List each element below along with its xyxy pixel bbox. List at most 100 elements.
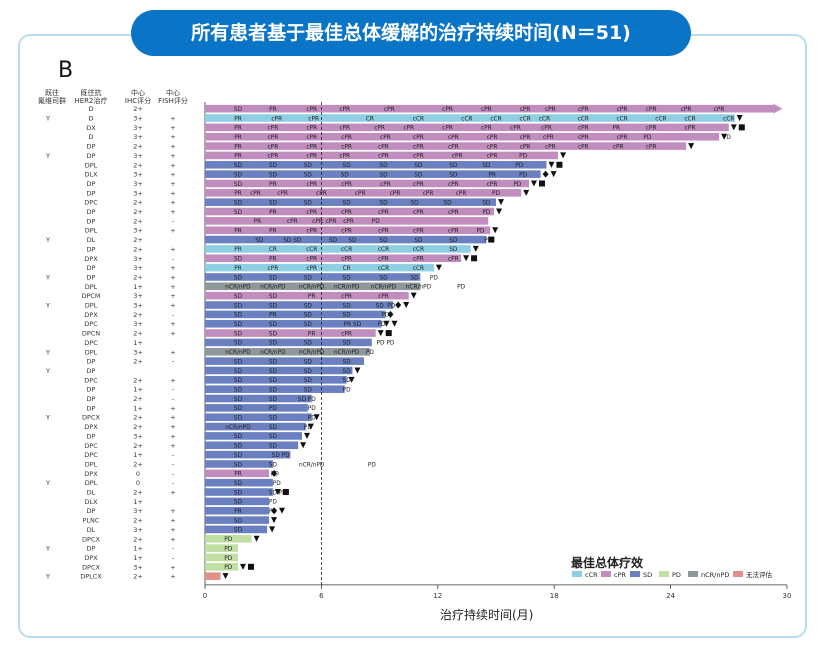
response-label: PD bbox=[476, 229, 484, 235]
bar-SD bbox=[205, 385, 345, 393]
row-fish-score: + bbox=[170, 302, 175, 310]
bar-cCR bbox=[205, 263, 434, 272]
row-ihc-score: 3+ bbox=[133, 189, 143, 197]
response-label: SD bbox=[414, 172, 423, 178]
legend-label-SD: SD bbox=[643, 571, 652, 579]
marker-triangle bbox=[307, 423, 314, 430]
response-label: SD bbox=[343, 341, 352, 347]
response-label: nCR/nPD bbox=[225, 425, 251, 431]
response-label: SD bbox=[269, 434, 278, 440]
response-label: SD bbox=[449, 247, 458, 253]
bar-PD bbox=[205, 563, 238, 571]
response-label: PR bbox=[308, 331, 316, 337]
response-label: PD bbox=[368, 462, 376, 468]
row-ihc-score: 2+ bbox=[133, 311, 143, 319]
response-label: PD bbox=[308, 406, 316, 412]
response-label: nCR/nPD bbox=[260, 285, 286, 291]
row-fish-score: + bbox=[170, 227, 175, 235]
response-label: PD bbox=[269, 406, 277, 412]
response-label: cPR bbox=[326, 219, 337, 225]
legend-label-PD: PD bbox=[672, 571, 681, 579]
response-label: SD bbox=[329, 238, 338, 244]
response-label: SD bbox=[410, 200, 419, 206]
response-label: cPR bbox=[442, 107, 453, 113]
response-label: PD PD bbox=[377, 341, 395, 347]
marker-triangle bbox=[688, 143, 695, 150]
row-prior-fulvestrant: Y bbox=[45, 302, 50, 310]
row-ihc-score: 3+ bbox=[133, 526, 143, 534]
response-label: cPR bbox=[413, 154, 424, 160]
bar-SD bbox=[205, 338, 372, 347]
response-label: cPR bbox=[617, 107, 628, 113]
response-label: PD bbox=[224, 556, 232, 562]
bar-cCR bbox=[205, 114, 735, 122]
response-label: CR bbox=[269, 247, 277, 253]
marker-triangle bbox=[463, 255, 470, 262]
response-label: cPR bbox=[487, 135, 498, 141]
bar-cPR bbox=[205, 291, 409, 300]
response-label: SD bbox=[379, 163, 388, 169]
marker-triangle bbox=[730, 124, 737, 131]
marker-triangle bbox=[279, 507, 286, 514]
bar-SD bbox=[205, 404, 308, 412]
row-fish-score: + bbox=[170, 180, 175, 188]
response-label: cPR bbox=[378, 144, 389, 150]
row-prior-her2: DP bbox=[87, 143, 96, 151]
response-label: cCR bbox=[413, 266, 424, 272]
response-label: SD bbox=[234, 210, 243, 216]
response-label: cCR bbox=[490, 116, 501, 122]
response-label: SD bbox=[304, 378, 313, 384]
response-label: cPR bbox=[520, 135, 531, 141]
response-label: cPR bbox=[341, 144, 352, 150]
row-prior-her2: DLX bbox=[84, 498, 98, 506]
response-label: nCR/nPD bbox=[225, 350, 251, 356]
response-label: SD bbox=[343, 369, 352, 375]
marker-triangle bbox=[472, 245, 479, 252]
row-fish-score: + bbox=[170, 115, 175, 123]
row-prior-her2: DP bbox=[87, 217, 96, 225]
response-label: PR bbox=[308, 294, 316, 300]
row-ihc-score: 3+ bbox=[133, 264, 143, 272]
response-label: cPR bbox=[578, 135, 589, 141]
marker-triangle bbox=[721, 133, 728, 140]
response-label: PD bbox=[304, 425, 312, 431]
response-label: PD bbox=[224, 537, 232, 543]
row-prior-fulvestrant: Y bbox=[45, 367, 50, 375]
response-label: SD bbox=[234, 434, 243, 440]
row-fish-score: - bbox=[172, 460, 175, 468]
response-label: SD bbox=[234, 397, 243, 403]
response-label: SD bbox=[343, 359, 352, 365]
response-label: PR bbox=[234, 509, 242, 515]
response-label: PR bbox=[234, 229, 242, 235]
row-prior-her2: DP bbox=[87, 545, 96, 553]
legend-swatch-cCR bbox=[572, 571, 582, 577]
response-label: cPR bbox=[341, 210, 352, 216]
response-label: cPR bbox=[306, 229, 317, 235]
marker-square bbox=[247, 563, 254, 570]
response-label: SD bbox=[234, 378, 243, 384]
response-label: SD bbox=[269, 200, 278, 206]
response-label: PD bbox=[430, 275, 438, 281]
row-fish-score: + bbox=[170, 573, 175, 581]
response-label: SD bbox=[304, 303, 313, 309]
response-label: cPR bbox=[268, 135, 279, 141]
legend-label-cPR: cPR bbox=[614, 571, 626, 579]
response-label: cPR bbox=[339, 107, 350, 113]
response-label: SD bbox=[269, 359, 278, 365]
response-label: cPR bbox=[646, 126, 657, 132]
response-label: cPR bbox=[341, 229, 352, 235]
row-fish-score: + bbox=[170, 143, 175, 151]
response-label: PR bbox=[234, 191, 242, 197]
response-label: PD bbox=[387, 303, 395, 309]
response-label: SD bbox=[234, 163, 243, 169]
bar-SD bbox=[205, 319, 382, 328]
response-label: SD bbox=[234, 500, 243, 506]
response-label: cCR bbox=[578, 116, 589, 122]
row-ihc-score: 1+ bbox=[133, 451, 143, 459]
row-ihc-score: 2+ bbox=[133, 376, 143, 384]
response-label: cPR bbox=[541, 126, 552, 132]
row-fish-score: + bbox=[170, 489, 175, 497]
x-tick-label: 6 bbox=[319, 592, 324, 600]
row-prior-her2: DP bbox=[87, 245, 96, 253]
response-label: CR bbox=[343, 266, 351, 272]
